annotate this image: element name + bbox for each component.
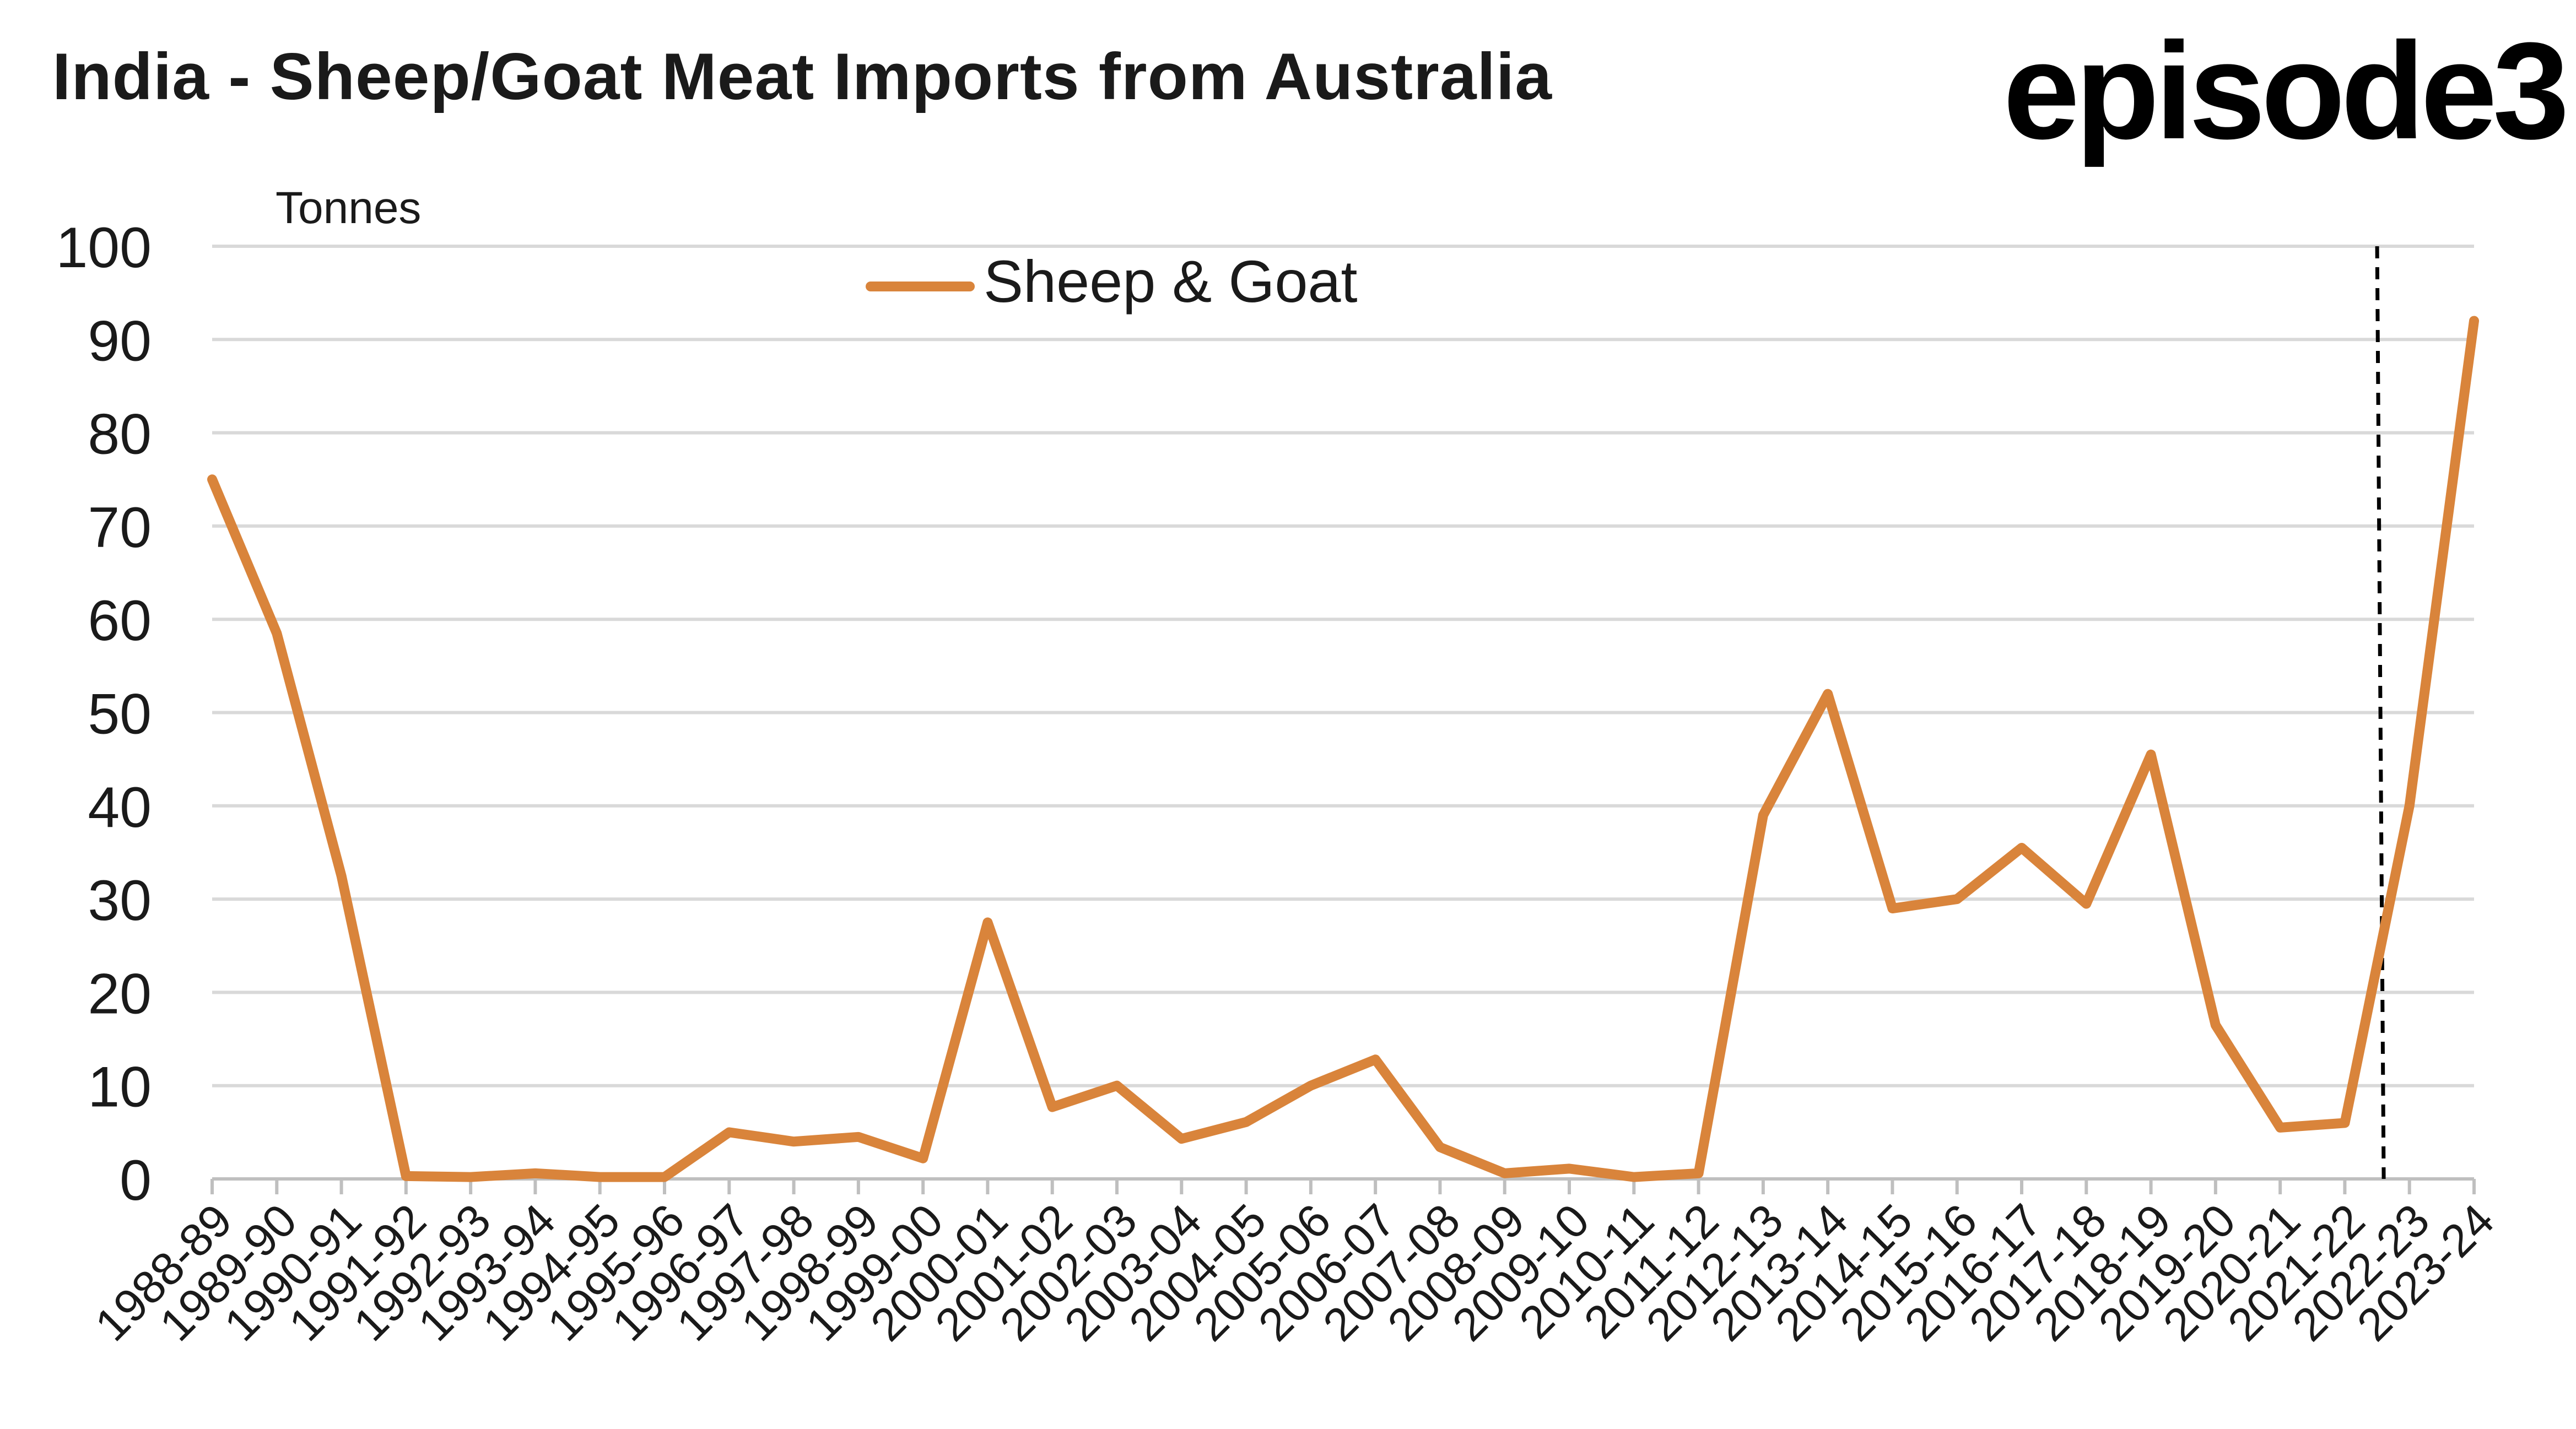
y-tick-label: 70 bbox=[88, 496, 152, 560]
legend-label: Sheep & Goat bbox=[984, 248, 1357, 315]
legend: Sheep & Goat bbox=[866, 248, 1357, 315]
series-line-sheep-goat bbox=[207, 316, 2479, 1182]
y-tick-label: 100 bbox=[56, 216, 152, 280]
y-tick-label: 90 bbox=[88, 309, 152, 373]
y-tick-label: 50 bbox=[88, 683, 152, 746]
y-tick-label: 20 bbox=[88, 962, 152, 1026]
gridlines bbox=[212, 245, 2474, 1087]
chart-title: India - Sheep/Goat Meat Imports from Aus… bbox=[52, 40, 1552, 113]
y-axis-ticks: 0 10 20 30 40 50 60 70 80 90 100 bbox=[56, 216, 152, 1213]
forecast-divider-line bbox=[2375, 246, 2386, 1179]
y-tick-label: 40 bbox=[88, 776, 152, 840]
y-tick-label: 0 bbox=[120, 1149, 152, 1213]
x-axis-ticks: 1988-891989-901990-911991-921992-931993-… bbox=[85, 1179, 2504, 1351]
y-tick-label: 30 bbox=[88, 869, 152, 933]
y-axis-label: Tonnes bbox=[276, 183, 421, 233]
y-tick-label: 60 bbox=[88, 589, 152, 653]
y-tick-label: 80 bbox=[88, 403, 152, 467]
y-tick-label: 10 bbox=[88, 1055, 152, 1119]
episode3-logo: episode3 bbox=[2003, 14, 2569, 167]
